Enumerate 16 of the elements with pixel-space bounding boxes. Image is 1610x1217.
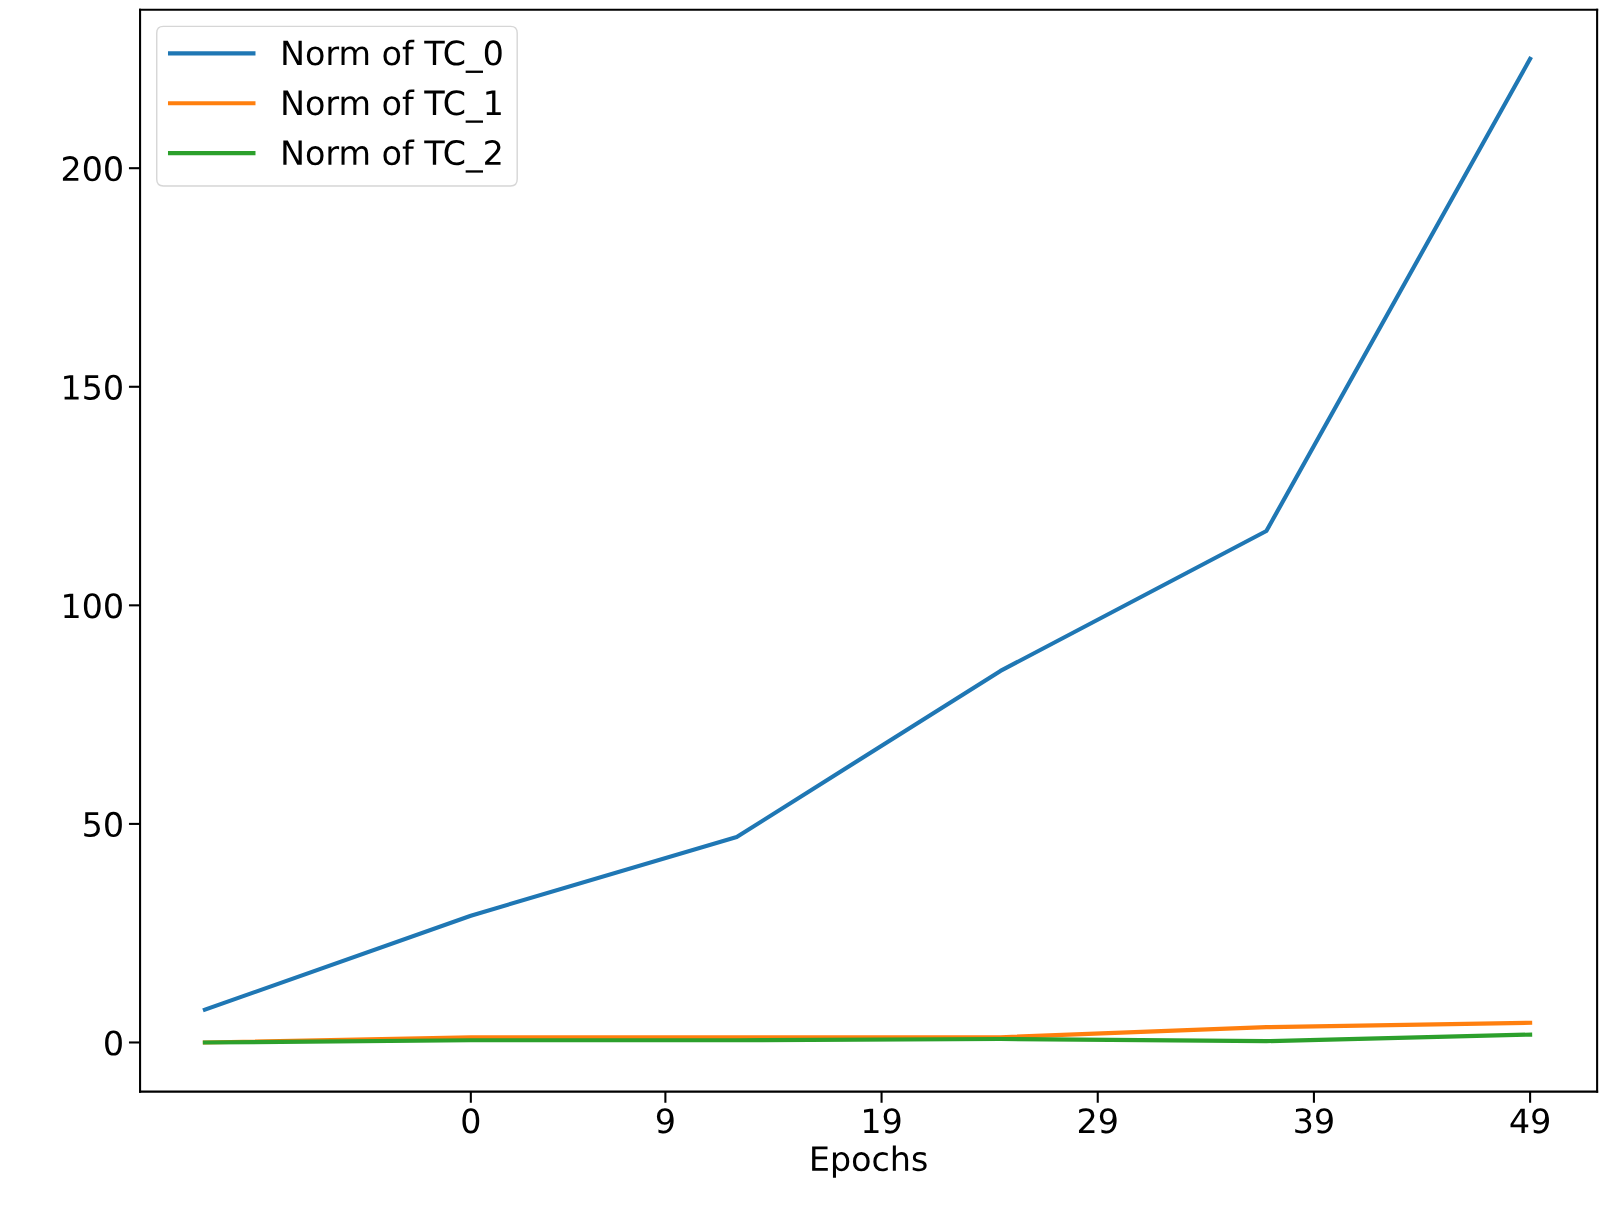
x-tick-label: 0 [462, 1108, 480, 1134]
legend-label: Norm of TC_2 [283, 139, 501, 173]
y-tick-label: 100 [64, 593, 122, 619]
legend-label: Norm of TC_1 [283, 89, 501, 123]
x-tick-label: 29 [1078, 1108, 1117, 1134]
x-tick-label: 39 [1295, 1108, 1333, 1134]
x-tick-label: 9 [656, 1108, 674, 1134]
x-axis-title: Epochs [812, 1145, 927, 1178]
y-tick-label: 150 [64, 374, 122, 400]
y-tick-label: 50 [84, 811, 122, 838]
legend-label: Norm of TC_0 [283, 39, 502, 73]
y-tick-label: 0 [105, 1030, 122, 1056]
x-tick-label: 19 [864, 1108, 901, 1134]
y-tick-label: 200 [62, 156, 122, 182]
x-tick-label: 49 [1510, 1108, 1549, 1134]
line-series [202, 1032, 1533, 1045]
